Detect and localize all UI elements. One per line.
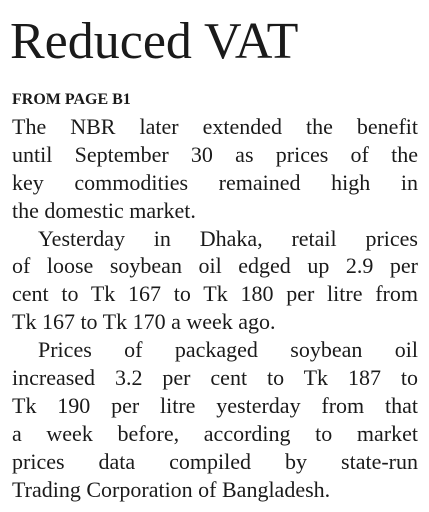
- text-line: cent to Tk 167 to Tk 180 per litre from: [12, 281, 418, 307]
- article-body: The NBR later extended the benefit until …: [12, 113, 418, 503]
- text-line: Yesterday in Dhaka, retail prices: [38, 225, 418, 251]
- text-line: a week before, according to market: [12, 420, 418, 446]
- text-line: Trading Corporation of Bangladesh.: [12, 476, 331, 502]
- text-line: The NBR later extended the benefit: [12, 114, 418, 139]
- text-line: until September 30 as prices of the: [12, 141, 418, 167]
- text-line: prices data compiled by state-run: [12, 448, 418, 474]
- text-line: Prices of packaged soybean oil: [38, 337, 418, 363]
- text-line: Tk 167 to Tk 170 a week ago.: [12, 309, 276, 335]
- text-line: the domestic market.: [12, 197, 196, 223]
- text-line: increased 3.2 per cent to Tk 187 to: [12, 365, 418, 391]
- text-line: Tk 190 per litre yesterday from that: [12, 392, 418, 418]
- kicker: FROM PAGE B1: [12, 91, 131, 108]
- text-line: of loose soybean oil edged up 2.9 per: [12, 253, 418, 279]
- text-line: key commodities remained high in: [12, 169, 418, 195]
- headline: Reduced VAT: [10, 13, 299, 70]
